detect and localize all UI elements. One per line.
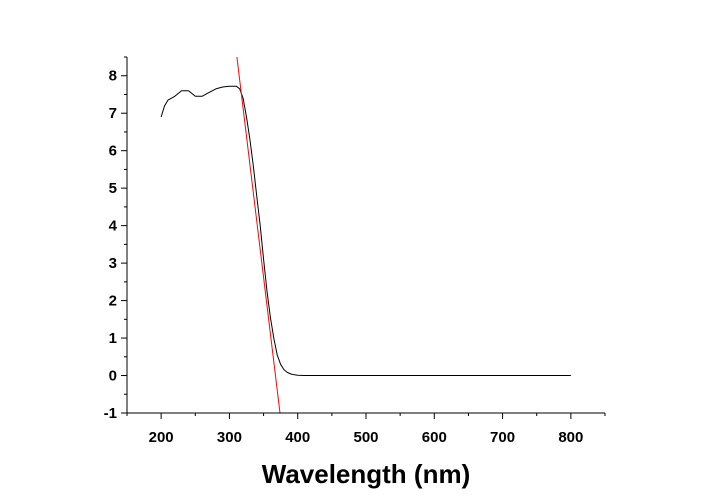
y-axis-ticks: -1 0 1 2 3 4 5 6 7 8 (104, 56, 127, 422)
linear-fit-line (236, 56, 281, 414)
x-tick-label: 500 (353, 429, 378, 446)
x-tick-label: 700 (490, 429, 515, 446)
x-tick-label: 800 (558, 429, 583, 446)
x-axis-title: Wavelength (nm) (262, 459, 470, 489)
y-tick-label: -1 (104, 405, 117, 422)
x-tick-label: 600 (422, 429, 447, 446)
y-tick-label: 4 (109, 218, 118, 235)
plot-area: 200 300 400 500 600 700 800 -1 0 1 2 3 4 5 6 7 8 (104, 56, 606, 446)
absorbance-series-line (160, 85, 571, 376)
y-tick-label: 2 (109, 293, 117, 310)
x-tick-label: 200 (149, 429, 174, 446)
y-tick-label: 3 (109, 255, 117, 272)
y-tick-label: 6 (109, 143, 117, 160)
x-tick-label: 300 (217, 429, 242, 446)
y-tick-label: 8 (109, 68, 117, 85)
y-tick-label: 7 (109, 105, 117, 122)
y-tick-label: 5 (109, 180, 117, 197)
y-tick-label: 1 (109, 330, 117, 347)
series-layer (160, 56, 571, 414)
y-tick-label: 0 (109, 368, 117, 385)
x-tick-label: 400 (285, 429, 310, 446)
x-axis-ticks: 200 300 400 500 600 700 800 (126, 413, 606, 446)
